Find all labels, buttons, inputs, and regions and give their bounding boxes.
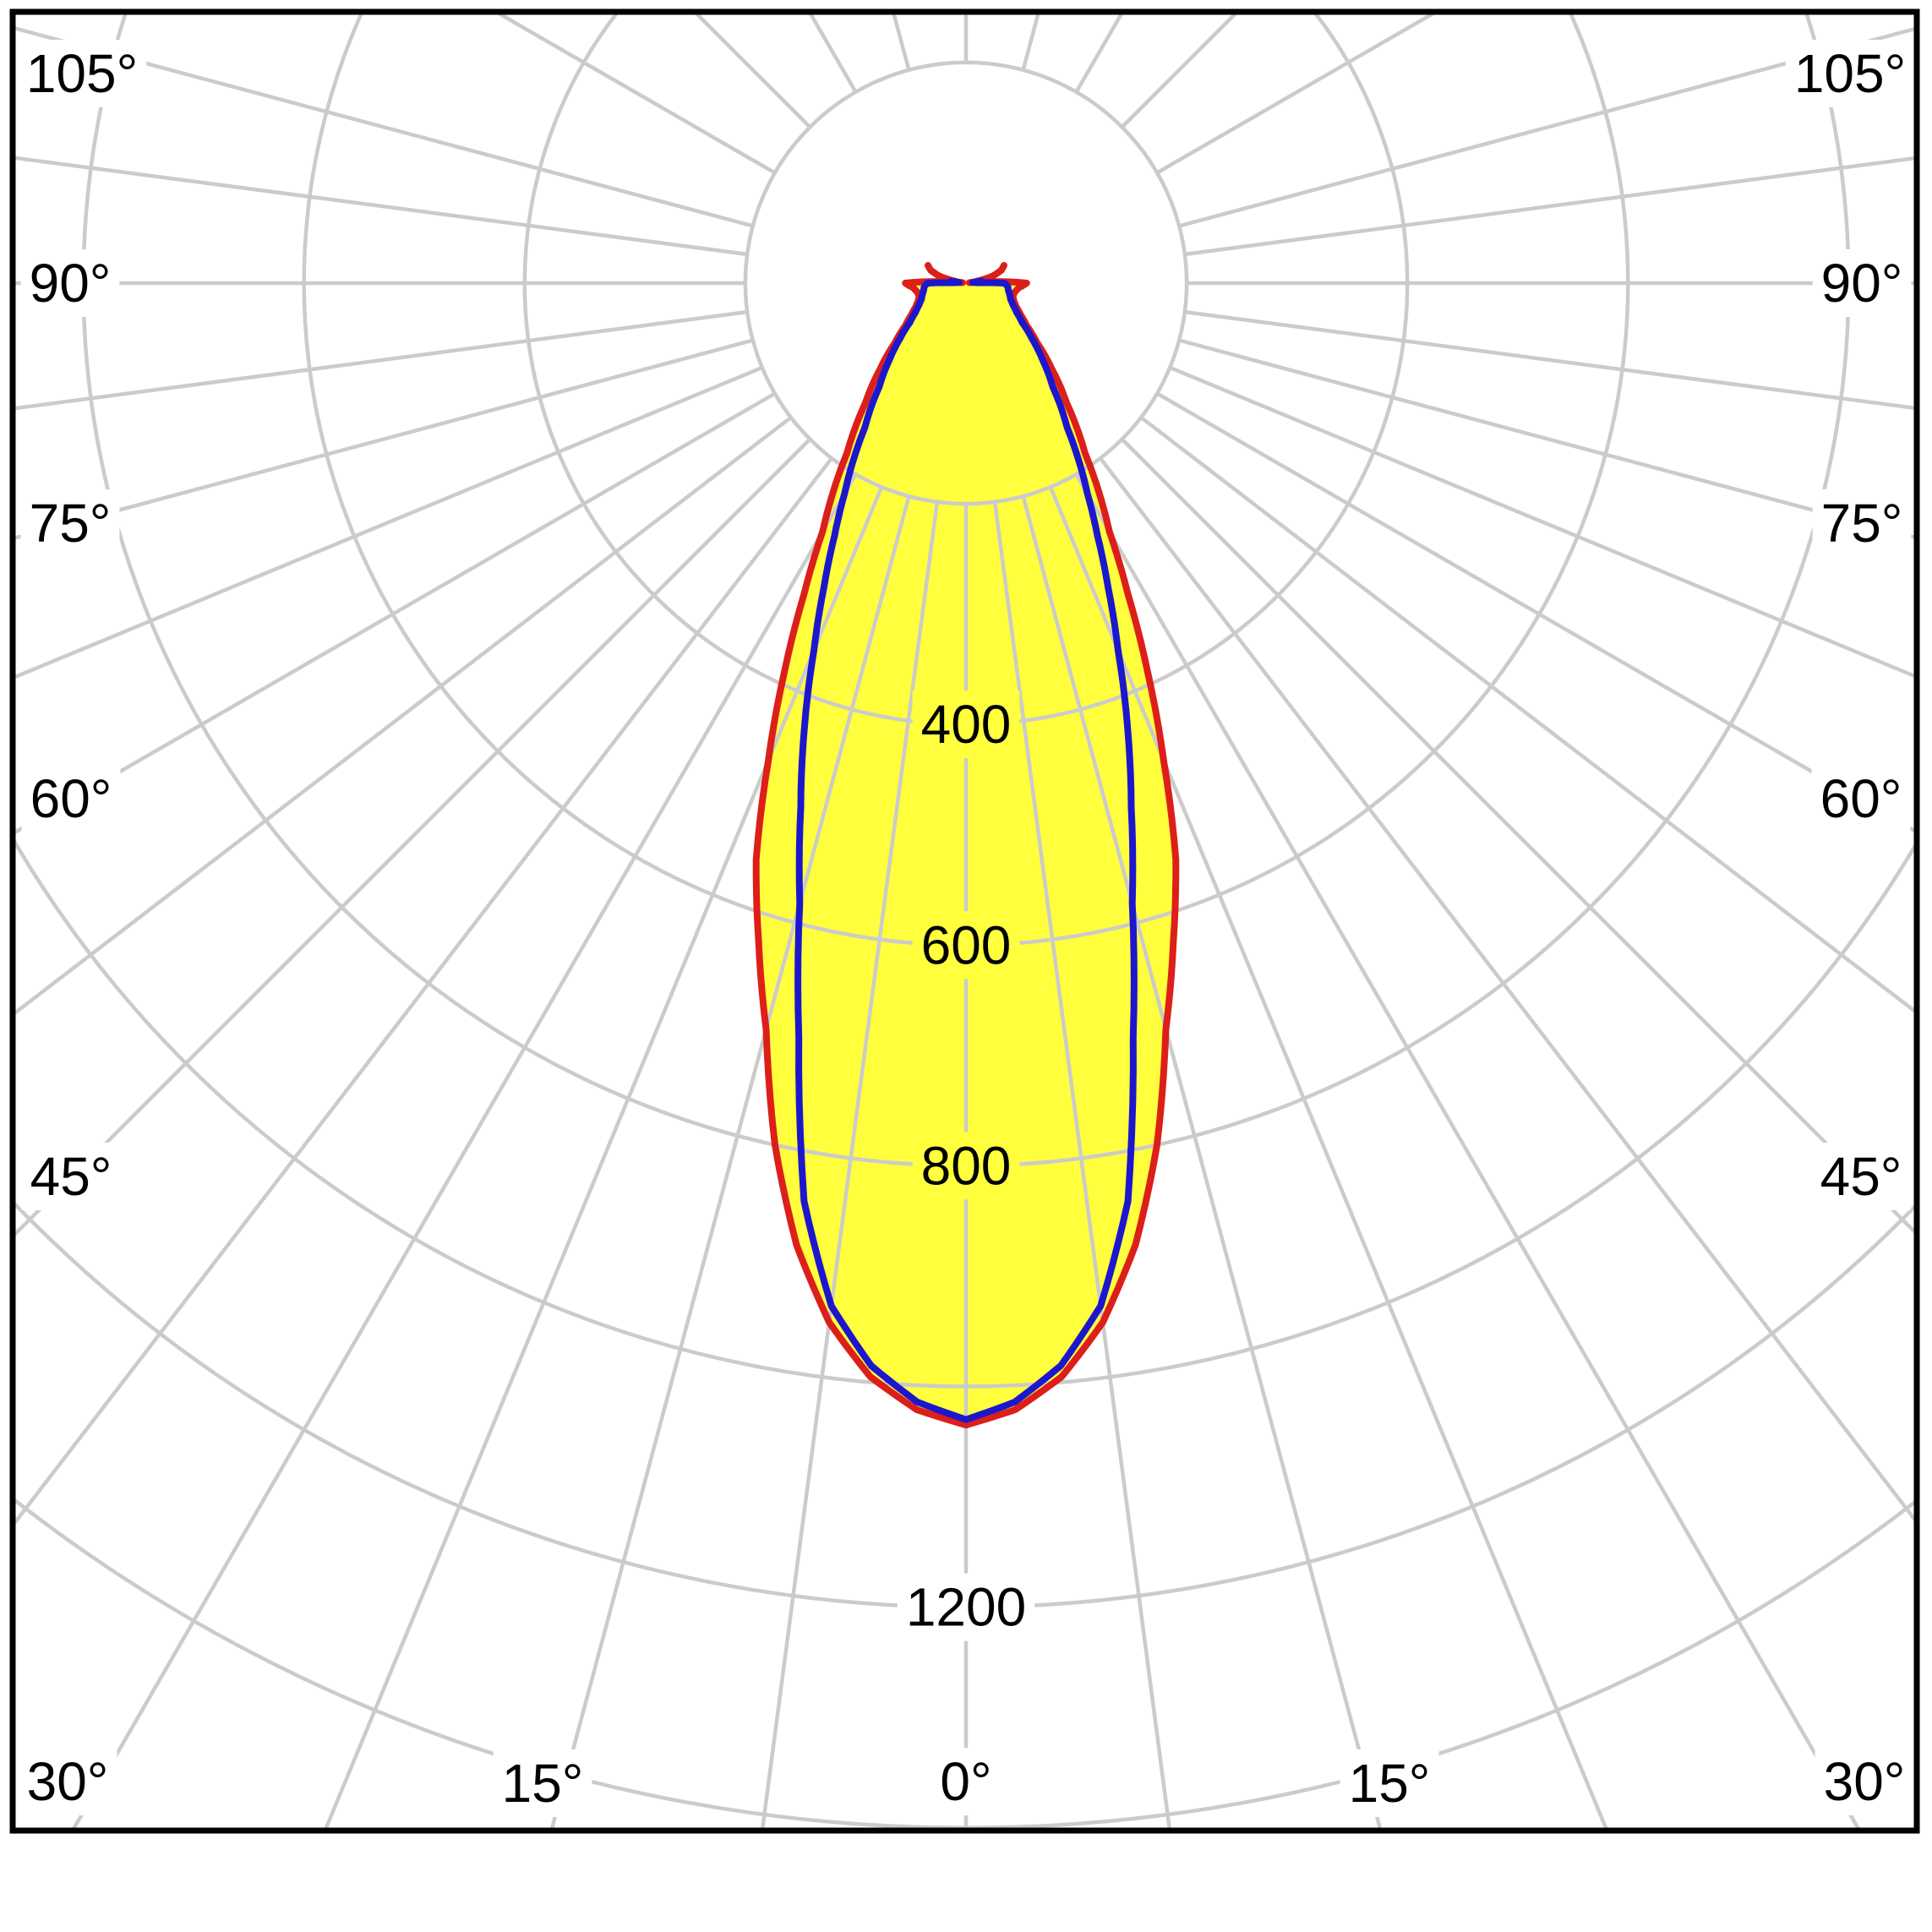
angle-label-bg bbox=[1811, 765, 1911, 832]
grid-spoke bbox=[1099, 456, 1914, 1522]
grid-spoke bbox=[1169, 365, 1914, 679]
grid-spoke bbox=[1121, 438, 1914, 1235]
ring-label-bg bbox=[912, 1132, 1020, 1200]
angle-label-bg bbox=[20, 249, 120, 317]
grid-spoke bbox=[15, 416, 793, 1016]
angle-label: 15° bbox=[1349, 1753, 1431, 1814]
angle-label: 60° bbox=[1820, 768, 1902, 829]
chart-frame bbox=[9, 8, 1920, 1834]
grid-spoke bbox=[15, 365, 763, 679]
label-backgrounds bbox=[17, 40, 1915, 1817]
angle-label: 15° bbox=[502, 1753, 584, 1814]
angle-label-bg bbox=[1812, 489, 1912, 557]
plane-c90-c270-curve bbox=[794, 277, 1138, 1423]
angle-label: 90° bbox=[30, 253, 112, 314]
grid-spoke bbox=[15, 156, 748, 257]
grid-spoke bbox=[15, 438, 811, 1237]
ring-label-bg bbox=[897, 1573, 1035, 1641]
angle-label: 105° bbox=[26, 43, 138, 104]
angle-label-bg bbox=[1812, 249, 1912, 317]
grid-spoke bbox=[761, 501, 940, 1828]
angle-label-bg bbox=[21, 765, 121, 832]
curves bbox=[752, 262, 1180, 1429]
ring-label: 400 bbox=[921, 694, 1012, 755]
grid-spoke bbox=[1021, 495, 1383, 1828]
angle-label-bg bbox=[931, 1748, 1001, 1815]
grid-spoke bbox=[1139, 416, 1914, 1013]
grid-spoke bbox=[72, 472, 858, 1828]
grid-spoke bbox=[1074, 472, 1860, 1828]
grid-spoke bbox=[324, 486, 884, 1828]
angle-label: 105° bbox=[1794, 43, 1906, 104]
grid-spoke bbox=[1178, 338, 1914, 539]
angle-label: 90° bbox=[1821, 253, 1903, 314]
angle-label-bg bbox=[1785, 40, 1915, 107]
ring-label: 600 bbox=[921, 914, 1012, 975]
tick-labels: 105° 90° 75° 60° 45° 105° 90° 75° 60° 45° 30° 15° 0°… bbox=[26, 43, 1906, 1814]
grid-spoke bbox=[549, 495, 911, 1828]
angle-label-bg bbox=[17, 40, 147, 107]
angle-label-bg bbox=[20, 489, 120, 557]
angle-label: 0° bbox=[940, 1751, 991, 1812]
angle-label: 30° bbox=[27, 1751, 109, 1812]
angle-label-bg bbox=[1811, 1143, 1911, 1210]
angle-label: 75° bbox=[1821, 493, 1903, 554]
ring-label-bg bbox=[912, 911, 1020, 980]
grid-spoke bbox=[15, 309, 748, 411]
angle-label: 75° bbox=[30, 493, 112, 554]
angle-label: 45° bbox=[30, 1146, 112, 1207]
angle-label-bg bbox=[1815, 1748, 1914, 1815]
grid-spoke bbox=[15, 338, 754, 540]
grid-spoke bbox=[1178, 27, 1914, 228]
grid-spoke bbox=[1184, 156, 1914, 257]
angle-label: 30° bbox=[1824, 1751, 1906, 1812]
ring-label-bg bbox=[912, 690, 1020, 759]
grid-spoke bbox=[15, 456, 833, 1525]
angle-label: 45° bbox=[1820, 1146, 1902, 1207]
angle-label-bg bbox=[493, 1749, 592, 1817]
ring-label: 1200 bbox=[906, 1577, 1026, 1638]
grid-spoke bbox=[1155, 391, 1914, 833]
grid-spoke bbox=[15, 26, 754, 228]
angle-label-bg bbox=[21, 1143, 121, 1210]
ring-label: 800 bbox=[921, 1135, 1012, 1196]
grid-spoke bbox=[1184, 309, 1914, 411]
angle-label-bg bbox=[18, 1748, 117, 1815]
angle-label-bg bbox=[1340, 1749, 1439, 1817]
angle-label: 60° bbox=[30, 768, 112, 829]
grid-spoke bbox=[15, 391, 777, 835]
grid-spoke bbox=[992, 501, 1171, 1828]
grid-spoke bbox=[1048, 486, 1608, 1828]
